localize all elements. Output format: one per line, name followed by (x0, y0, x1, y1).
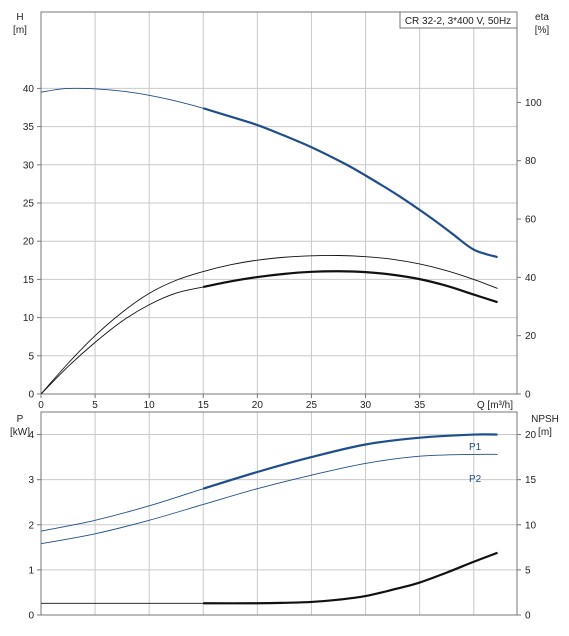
upper-right-tick-label: 20 (525, 331, 537, 342)
efficiency-axis-unit: [%] (535, 25, 550, 36)
lower-left-tick-label: 2 (28, 520, 34, 531)
upper-left-tick-label: 30 (23, 160, 35, 171)
upper-right-tick-label: 80 (525, 156, 537, 167)
efficiency-total-curve-thin (40, 270, 498, 395)
flow-axis-label: Q [m³/h] (477, 400, 513, 411)
series-layer (40, 87, 498, 605)
lower-right-tick-label: 20 (525, 430, 537, 441)
lower-right-tick-label: 0 (525, 611, 531, 622)
npsh-axis-unit: [m] (538, 427, 552, 438)
x-tick-label: 0 (38, 400, 44, 411)
lower-left-tick-label: 4 (28, 430, 34, 441)
head-curve-thin (40, 87, 498, 258)
upper-left-tick-label: 0 (28, 390, 34, 401)
upper-left-tick-label: 10 (23, 313, 35, 324)
upper-right-tick-label: 40 (525, 273, 537, 284)
lower-right-tick-label: 5 (525, 565, 531, 576)
x-tick-label: 5 (92, 400, 98, 411)
power-axis-label: P (17, 414, 24, 425)
x-tick-label: 35 (414, 400, 426, 411)
upper-right-tick-label: 0 (525, 390, 531, 401)
lower-right-tick-label: 15 (525, 475, 537, 486)
power-p1-curve-operating-range (202, 433, 498, 490)
upper-left-tick-label: 35 (23, 122, 35, 133)
upper-left-tick-label: 40 (23, 84, 35, 95)
x-tick-label: 15 (198, 400, 210, 411)
upper-left-tick-label: 25 (23, 199, 35, 210)
grid-layer (41, 12, 517, 615)
lower-left-tick-label: 3 (28, 475, 34, 486)
npsh-curve-operating-range (203, 551, 498, 605)
head-axis-label: H (16, 12, 23, 23)
head-axis-unit: [m] (13, 25, 27, 36)
p1-series-label: P1 (469, 442, 482, 453)
x-tick-label: 30 (360, 400, 372, 411)
efficiency-total-curve-operating-range (203, 270, 498, 304)
x-tick-label: 25 (306, 400, 318, 411)
upper-left-tick-label: 5 (28, 351, 34, 362)
power-axis-unit: [kW] (10, 427, 30, 438)
x-tick-label: 10 (144, 400, 156, 411)
lower-right-tick-label: 10 (525, 520, 537, 531)
upper-left-tick-label: 20 (23, 237, 35, 248)
npsh-axis-label: NPSH (531, 414, 559, 425)
upper-left-tick-label: 15 (23, 275, 35, 286)
p2-series-label: P2 (469, 474, 482, 485)
power-p1-curve-thin (40, 433, 498, 532)
upper-right-tick-label: 100 (525, 98, 542, 109)
head-curve-operating-range (202, 107, 498, 259)
efficiency-curve-thin (40, 254, 498, 395)
x-tick-label: 20 (252, 400, 264, 411)
lower-plot-frame (40, 411, 518, 616)
lower-left-tick-label: 1 (28, 565, 34, 576)
label-layer: H [m] eta [%] CR 32-2, 3*400 V, 50Hz Q [… (10, 11, 559, 485)
chart-title-box (399, 11, 518, 29)
efficiency-axis-label: eta (535, 12, 549, 23)
power-p2-curve-thin (40, 453, 498, 545)
chart-title: CR 32-2, 3*400 V, 50Hz (405, 16, 511, 27)
lower-left-tick-label: 0 (28, 611, 34, 622)
npsh-curve-thin (40, 552, 498, 604)
upper-right-tick-label: 60 (525, 215, 537, 226)
